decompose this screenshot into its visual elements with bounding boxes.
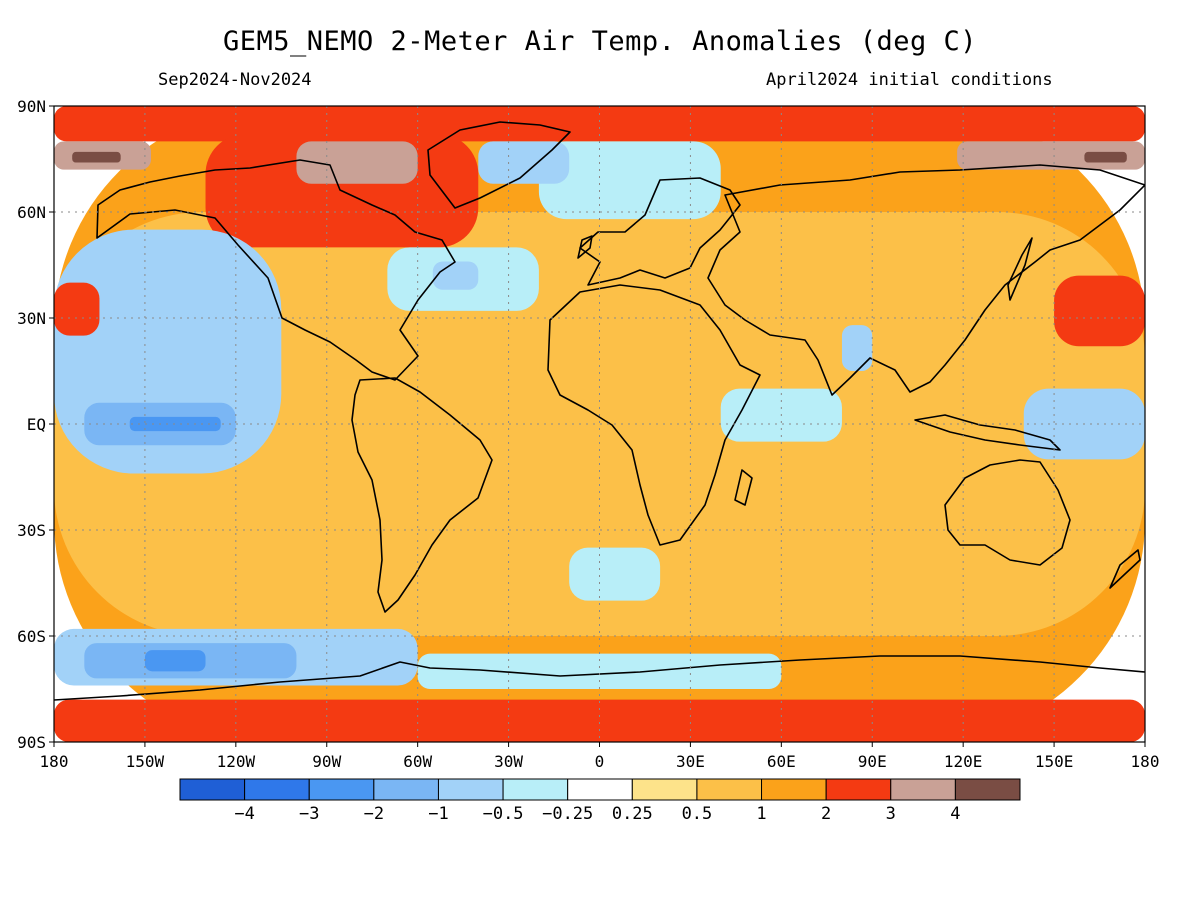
anomaly-region (296, 141, 418, 184)
anomaly-region (841, 325, 873, 371)
coast-new-zealand (1109, 549, 1141, 589)
anomaly-region (54, 282, 100, 336)
lat-tick-label: EQ (27, 415, 46, 434)
colorbar-swatch (954, 778, 1021, 801)
anomaly-region (1054, 275, 1145, 347)
coast-indonesia (914, 414, 1061, 451)
lat-tick-label: 90S (17, 733, 46, 752)
colorbar-swatch (437, 778, 504, 801)
lon-tick-label: 180 (1131, 752, 1160, 771)
initial-conditions: April2024 initial conditions (766, 70, 1053, 90)
coast-north-america (96, 159, 456, 381)
colorbar-label: −3 (299, 804, 319, 824)
coast-madagascar (734, 469, 753, 506)
coast-africa (547, 284, 761, 546)
anomaly-region (54, 699, 1145, 742)
coast-uk (577, 235, 593, 259)
lon-tick-label: 30E (676, 752, 705, 771)
coast-japan (1007, 237, 1033, 301)
colorbar-swatch (244, 778, 310, 801)
lon-tick-label: 90W (312, 752, 341, 771)
anomaly-region (72, 151, 121, 163)
lat-tick-label: 90N (17, 97, 46, 116)
colorbar: −4 −3 −2 −1 −0.5 −0.25 0.25 0.5 1 2 3 4 (179, 778, 1021, 824)
coast-greenland (427, 121, 571, 209)
colorbar-swatch (890, 778, 956, 801)
colorbar-swatch (631, 778, 698, 801)
coast-antarctica (54, 655, 1145, 701)
colorbar-label: 2 (821, 804, 831, 824)
colorbar-swatch (502, 778, 569, 801)
colorbar-label: −0.5 (483, 804, 524, 824)
anomaly-region (144, 650, 206, 672)
colorbar-label: 0.25 (612, 804, 653, 824)
anomaly-region (54, 106, 1145, 142)
lon-tick-label: 90E (858, 752, 887, 771)
forecast-period: Sep2024-Nov2024 (158, 70, 312, 90)
lon-tick-label: 120W (217, 752, 256, 771)
lat-axis: 90N 60N 30N EQ 30S 60S 90S (17, 97, 54, 752)
lat-lon-grid (54, 106, 1145, 742)
colorbar-swatch (308, 778, 375, 801)
lon-tick-label: 180 (40, 752, 69, 771)
colorbar-label: −2 (364, 804, 384, 824)
lon-tick-label: 150W (126, 752, 165, 771)
lon-tick-label: 60W (403, 752, 432, 771)
colorbar-label: 4 (950, 804, 960, 824)
lat-tick-label: 30S (17, 521, 46, 540)
lat-tick-label: 60N (17, 203, 46, 222)
lon-tick-label: 120E (944, 752, 983, 771)
colorbar-swatch (567, 778, 633, 801)
colorbar-swatch (373, 778, 439, 801)
colorbar-label: −0.25 (542, 804, 593, 824)
anomaly-region (129, 416, 221, 432)
colorbar-label: −4 (234, 804, 254, 824)
colorbar-swatch (696, 778, 763, 801)
lat-tick-label: 30N (17, 309, 46, 328)
lon-axis: 180 150W 120W 90W 60W 30W 0 30E 60E 90E 120E 150E 18… (40, 742, 1160, 771)
anomaly-region (569, 547, 661, 601)
coast-asia (707, 164, 1145, 396)
colorbar-swatch (825, 778, 892, 801)
colorbar-label: 0.5 (682, 804, 713, 824)
anomaly-region (478, 141, 570, 184)
chart-title: GEM5_NEMO 2-Meter Air Temp. Anomalies (d… (223, 26, 977, 57)
anomaly-region (417, 653, 782, 689)
lat-tick-label: 60S (17, 627, 46, 646)
coast-south-america (351, 377, 493, 613)
anomaly-region (1084, 151, 1127, 163)
anomaly-region (432, 261, 479, 290)
coastlines (54, 121, 1145, 701)
colorbar-label: 3 (886, 804, 896, 824)
colorbar-label: 1 (756, 804, 766, 824)
colorbar-swatch (761, 778, 827, 801)
coast-australia (944, 459, 1071, 566)
lon-tick-label: 30W (494, 752, 523, 771)
lon-tick-label: 60E (767, 752, 796, 771)
colorbar-label: −1 (428, 804, 448, 824)
anomaly-region (538, 141, 721, 220)
lon-tick-label: 0 (595, 752, 605, 771)
lon-tick-label: 150E (1035, 752, 1074, 771)
colorbar-swatch (179, 778, 246, 801)
